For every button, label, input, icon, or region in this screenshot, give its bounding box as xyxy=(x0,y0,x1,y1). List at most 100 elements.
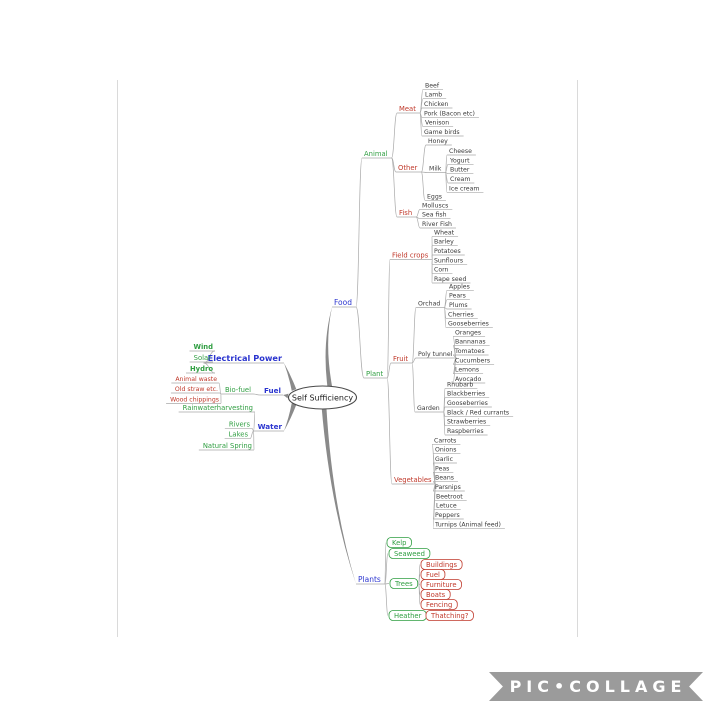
mindmap-node-field-crops[interactable]: Field crops xyxy=(390,252,433,260)
mindmap-node-lakes[interactable]: Lakes xyxy=(224,431,250,440)
mindmap-node-raspberries[interactable]: Raspberries xyxy=(445,428,488,436)
pic-collage-watermark: PIC•COLLAGE xyxy=(489,672,703,701)
mindmap-node-black-red-currants[interactable]: Black / Red currants xyxy=(445,409,514,417)
node-label: Trees xyxy=(394,580,413,588)
mindmap-node-peas[interactable]: Peas xyxy=(433,465,454,473)
mindmap-node-yogurt[interactable]: Yogurt xyxy=(448,157,474,165)
mindmap-node-poly-tunnel[interactable]: Poly tunnel xyxy=(416,351,457,359)
mindmap-node-orchad[interactable]: Orchad xyxy=(416,301,445,308)
root-label: Self Sufficiency xyxy=(292,393,353,402)
mindmap-node-plants[interactable]: Plants xyxy=(356,575,385,585)
mindmap-node-ice-cream[interactable]: Ice cream xyxy=(447,185,484,193)
mindmap-node-electrical-power[interactable]: Electrical Power xyxy=(203,353,284,364)
edge xyxy=(384,583,389,616)
edge xyxy=(252,393,260,396)
mindmap-node-plums[interactable]: Plums xyxy=(447,302,472,310)
mindmap-node-pears[interactable]: Pears xyxy=(447,293,470,301)
mindmap-node-blackberries[interactable]: Blackberries xyxy=(445,391,490,399)
mindmap-node-fuel[interactable]: Fuel xyxy=(420,569,446,580)
mindmap-node-thatching[interactable]: Thatching? xyxy=(425,610,474,621)
mindmap-node-fish[interactable]: Fish xyxy=(397,209,417,218)
mindmap-node-wood-chippings[interactable]: Wood chippings xyxy=(166,397,221,404)
mindmap-node-potatoes[interactable]: Potatoes xyxy=(432,248,465,256)
mindmap-node-old-straw-etc[interactable]: Old straw etc. xyxy=(170,386,220,394)
mindmap-node-letuce[interactable]: Letuce xyxy=(434,503,461,511)
mindmap-node-pork-bacon-etc[interactable]: Pork (Bacon etc) xyxy=(422,110,479,118)
mindmap-node-animal-waste[interactable]: Animal waste xyxy=(171,376,219,384)
mindmap-node-peppers[interactable]: Peppers xyxy=(433,512,464,520)
mindmap-node-solar[interactable]: Solar xyxy=(189,354,213,363)
mindmap-node-sunflours[interactable]: Sunflours xyxy=(432,257,468,265)
mindmap-node-wheat[interactable]: Wheat xyxy=(432,229,459,237)
mindmap-node-fencing[interactable]: Fencing xyxy=(420,599,458,610)
mindmap-node-carrots[interactable]: Carrots xyxy=(432,437,461,445)
mindmap-node-barley[interactable]: Barley xyxy=(432,239,458,247)
mindmap-node-bannanas[interactable]: Bannanas xyxy=(453,339,490,347)
mindmap-node-gooseberries[interactable]: Gooseberries xyxy=(446,321,493,329)
mindmap-node-game-birds[interactable]: Game birds xyxy=(422,129,464,137)
mindmap-node-cucumbers[interactable]: Cucumbers xyxy=(453,357,495,365)
mindmap-node-cherries[interactable]: Cherries xyxy=(446,311,478,319)
mindmap-node-boats[interactable]: Boats xyxy=(420,589,451,600)
edge xyxy=(411,357,417,364)
mindmap-node-corn[interactable]: Corn xyxy=(432,267,453,275)
mindmap-node-oranges[interactable]: Oranges xyxy=(453,329,486,337)
mindmap-node-bio-fuel[interactable]: Bio-fuel xyxy=(220,386,253,395)
mindmap-node-wind[interactable]: Wind xyxy=(189,343,215,352)
mindmap-node-vegetables[interactable]: Vegetables xyxy=(392,476,436,485)
mindmap-node-turnips-animal-feed[interactable]: Turnips (Animal feed) xyxy=(433,521,505,529)
node-label: Plums xyxy=(449,302,468,309)
mindmap-node-fruit[interactable]: Fruit xyxy=(391,355,413,364)
mindmap-node-beans[interactable]: Beans xyxy=(433,475,458,483)
mindmap-node-milk[interactable]: Milk xyxy=(427,166,446,173)
mindmap-node-heather[interactable]: Heather xyxy=(388,610,427,621)
edge xyxy=(415,216,421,229)
node-label: Cucumbers xyxy=(455,357,490,364)
edge xyxy=(386,362,392,379)
mindmap-node-apples[interactable]: Apples xyxy=(447,283,474,291)
mindmap-node-avocado[interactable]: Avocado xyxy=(453,376,486,384)
mindmap-node-rape-seed[interactable]: Rape seed xyxy=(432,276,471,284)
node-label: Peas xyxy=(435,465,449,472)
mindmap-node-garlic[interactable]: Garlic xyxy=(433,456,457,464)
mindmap-node-food[interactable]: Food xyxy=(332,298,356,308)
mindmap-node-rivers[interactable]: Rivers xyxy=(224,420,252,429)
mindmap-node-rainwaterharvesting[interactable]: Rainwaterharvesting xyxy=(178,404,255,413)
mindmap-node-beef[interactable]: Beef xyxy=(423,82,444,90)
mindmap-node-buildings[interactable]: Buildings xyxy=(420,559,463,570)
mindmap-node-trees[interactable]: Trees xyxy=(389,578,419,589)
mindmap-node-animal[interactable]: Animal xyxy=(362,150,392,159)
mindmap-node-self-sufficiency[interactable]: Self Sufficiency xyxy=(287,385,358,410)
mindmap-node-gooseberries[interactable]: Gooseberries xyxy=(445,400,492,408)
mindmap-node-plant[interactable]: Plant xyxy=(364,370,388,379)
mindmap-node-meat[interactable]: Meat xyxy=(397,105,420,114)
mindmap-node-parsnips[interactable]: Parsnips xyxy=(433,484,465,492)
mindmap-node-seaweed[interactable]: Seaweed xyxy=(388,548,431,559)
mindmap-node-hydro[interactable]: Hydro xyxy=(185,365,215,374)
mindmap-node-garden[interactable]: Garden xyxy=(415,405,444,413)
mindmap-node-tomatoes[interactable]: Tomatoes xyxy=(453,348,489,356)
mindmap-node-sea-fish[interactable]: Sea fish xyxy=(420,212,451,220)
mindmap-node-beetroot[interactable]: Beetroot xyxy=(434,493,467,501)
mindmap-node-venison[interactable]: Venison xyxy=(423,120,454,128)
mindmap-node-natural-spring[interactable]: Natural Spring xyxy=(198,442,254,451)
mindmap-node-kelp[interactable]: Kelp xyxy=(386,537,412,548)
mindmap-node-furniture[interactable]: Furniture xyxy=(420,579,462,590)
mindmap-node-water[interactable]: Water xyxy=(253,422,284,432)
mindmap-node-other[interactable]: Other xyxy=(396,164,422,173)
mindmap-node-lemons[interactable]: Lemons xyxy=(453,367,484,375)
mindmap-node-cream[interactable]: Cream xyxy=(448,176,475,184)
mindmap-node-rhubarb[interactable]: Rhubarb xyxy=(445,381,478,389)
mindmap-node-eggs[interactable]: Eggs xyxy=(425,193,446,201)
mindmap-node-strawberries[interactable]: Strawberries xyxy=(445,419,491,427)
mindmap-node-river-fish[interactable]: River Fish xyxy=(420,221,456,229)
mindmap-node-molluscs[interactable]: Molluscs xyxy=(420,202,453,210)
mindmap-node-chicken[interactable]: Chicken xyxy=(422,101,453,109)
mindmap-node-honey[interactable]: Honey xyxy=(426,138,452,146)
mindmap-node-fuel[interactable]: Fuel xyxy=(259,386,283,396)
mindmap-node-lamb[interactable]: Lamb xyxy=(423,92,447,100)
mindmap-node-cheese[interactable]: Cheese xyxy=(447,148,476,156)
node-label: Turnips (Animal feed) xyxy=(434,521,501,528)
mindmap-node-butter[interactable]: Butter xyxy=(448,167,474,175)
mindmap-node-onions[interactable]: Onions xyxy=(433,447,461,455)
